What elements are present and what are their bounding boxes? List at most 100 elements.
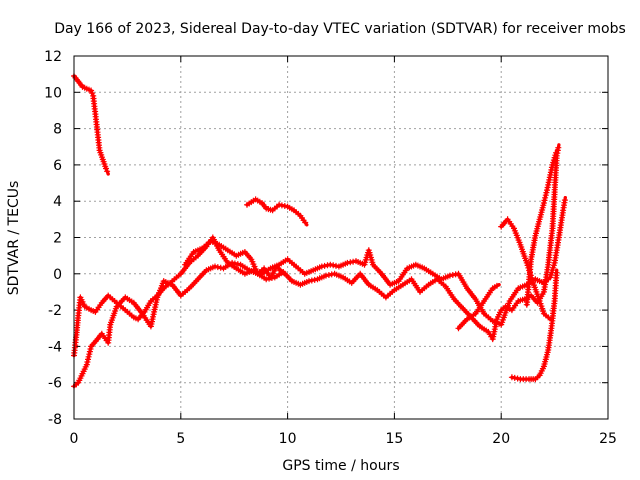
data-point <box>328 263 332 267</box>
data-point <box>491 337 495 341</box>
data-point <box>305 223 309 227</box>
data-point <box>217 248 221 252</box>
data-point <box>375 288 379 292</box>
data-point <box>529 257 533 261</box>
series-arc-6 <box>508 268 560 383</box>
data-point <box>93 112 97 116</box>
data-point <box>503 304 508 309</box>
data-point <box>397 279 401 283</box>
data-point <box>303 272 307 276</box>
data-point <box>388 283 392 287</box>
data-point <box>76 79 80 83</box>
data-point <box>273 275 277 279</box>
data-point <box>249 257 253 261</box>
data-point <box>230 261 234 265</box>
data-point <box>456 326 461 330</box>
data-point <box>286 257 290 261</box>
data-point <box>561 208 565 212</box>
data-point <box>431 272 435 276</box>
data-point <box>444 284 448 289</box>
data-point <box>465 317 469 321</box>
data-point <box>123 308 127 312</box>
data-point <box>409 277 414 281</box>
data-point <box>95 130 100 134</box>
x-tick-label: 5 <box>176 431 185 447</box>
data-point <box>268 275 273 279</box>
data-point <box>106 341 110 345</box>
data-point <box>499 308 503 312</box>
data-point <box>555 268 559 272</box>
data-point <box>546 183 550 187</box>
data-point <box>538 373 542 377</box>
data-point <box>345 261 349 265</box>
data-point <box>247 268 251 272</box>
data-point <box>499 225 503 229</box>
data-point <box>518 243 523 247</box>
data-point <box>542 201 546 205</box>
data-point <box>179 272 183 276</box>
series-arc-8 <box>455 282 501 332</box>
series-arc-2 <box>244 196 309 227</box>
data-point <box>307 279 311 283</box>
data-point <box>234 254 238 258</box>
data-point <box>132 315 136 319</box>
data-point <box>495 317 499 321</box>
data-point <box>557 235 561 240</box>
data-point <box>499 323 503 327</box>
data-point <box>196 277 200 281</box>
data-point <box>76 313 80 318</box>
data-point <box>518 377 523 381</box>
data-point <box>452 297 456 301</box>
data-point <box>525 303 529 307</box>
data-point <box>553 261 557 265</box>
data-point <box>294 264 298 269</box>
data-point <box>213 264 217 269</box>
data-point <box>414 263 418 267</box>
data-point <box>311 268 315 272</box>
data-point <box>516 286 520 290</box>
data-point <box>245 203 249 207</box>
data-point <box>418 290 422 294</box>
data-point <box>74 335 78 339</box>
data-point <box>380 272 384 276</box>
data-point <box>557 143 561 147</box>
data-point <box>531 281 535 285</box>
data-point <box>286 205 290 209</box>
data-point <box>243 272 247 276</box>
data-point <box>392 288 396 292</box>
data-point <box>542 290 546 294</box>
data-point <box>546 263 550 267</box>
data-point <box>448 274 452 278</box>
grid-lines <box>74 56 608 419</box>
data-point <box>155 295 159 299</box>
y-tick-label: 8 <box>53 122 62 138</box>
data-point <box>104 166 108 171</box>
data-point <box>555 148 559 152</box>
data-point <box>89 344 93 348</box>
data-point <box>456 272 461 276</box>
data-point <box>80 372 85 376</box>
data-point <box>83 304 87 309</box>
data-point <box>516 299 520 303</box>
x-tick-labels: 0 5 10 15 20 25 <box>70 431 617 447</box>
data-point <box>538 217 542 221</box>
chart-title: Day 166 of 2023, Sidereal Day-to-day VTE… <box>54 21 626 37</box>
data-point <box>217 243 221 247</box>
data-point <box>553 299 557 303</box>
data-point <box>354 259 358 263</box>
y-tick-label: 10 <box>44 85 62 101</box>
y-tick-label: 6 <box>53 158 62 174</box>
data-point <box>362 263 367 267</box>
data-point <box>405 266 409 270</box>
data-point <box>315 277 320 281</box>
data-point <box>367 283 371 287</box>
data-point <box>106 294 110 298</box>
data-point <box>179 294 183 298</box>
data-point <box>80 85 85 89</box>
data-point <box>371 263 375 267</box>
data-point <box>106 172 110 176</box>
data-point <box>183 263 187 267</box>
data-point <box>401 283 405 287</box>
data-point <box>91 94 95 98</box>
